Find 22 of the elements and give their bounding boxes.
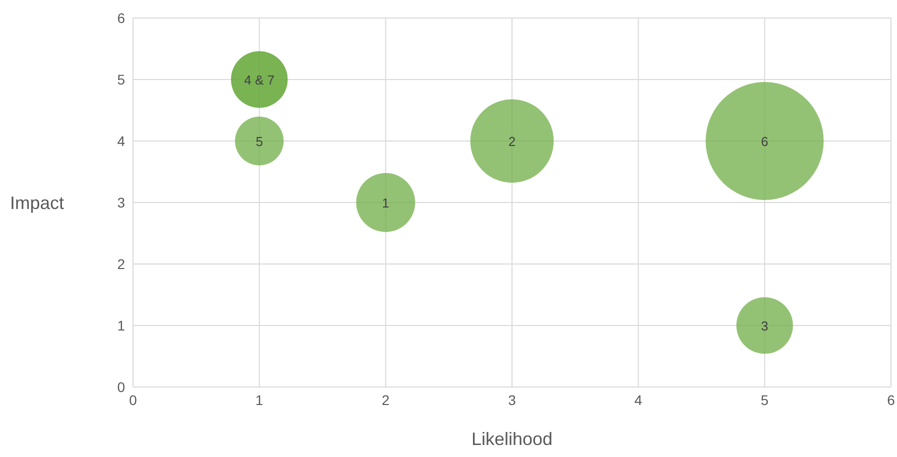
- y-tick-label: 6: [117, 10, 126, 26]
- series-label: 1: [382, 196, 390, 210]
- series-label: 6: [761, 134, 768, 149]
- x-axis-title: Likelihood: [471, 429, 553, 449]
- x-tick-label: 4: [634, 392, 642, 408]
- series-label: 3: [761, 318, 768, 334]
- y-tick-label: 2: [117, 256, 126, 272]
- y-axis-title: Impact: [10, 192, 64, 213]
- series-label: 2: [508, 134, 516, 149]
- y-tick-label: 0: [117, 378, 126, 395]
- y-tick-label: 5: [117, 71, 126, 88]
- series-label: 5: [256, 134, 263, 149]
- y-tick-label: 1: [117, 317, 126, 334]
- y-tick-label: 3: [117, 194, 126, 210]
- series-label: 4 & 7: [244, 72, 275, 88]
- x-tick-label: 1: [255, 392, 264, 408]
- x-tick-label: 5: [760, 392, 769, 408]
- x-tick-label: 3: [508, 392, 516, 408]
- x-tick-label: 6: [887, 392, 896, 408]
- x-tick-label: 2: [382, 392, 390, 408]
- x-tick-label: 0: [129, 392, 138, 408]
- y-tick-label: 4: [117, 132, 126, 149]
